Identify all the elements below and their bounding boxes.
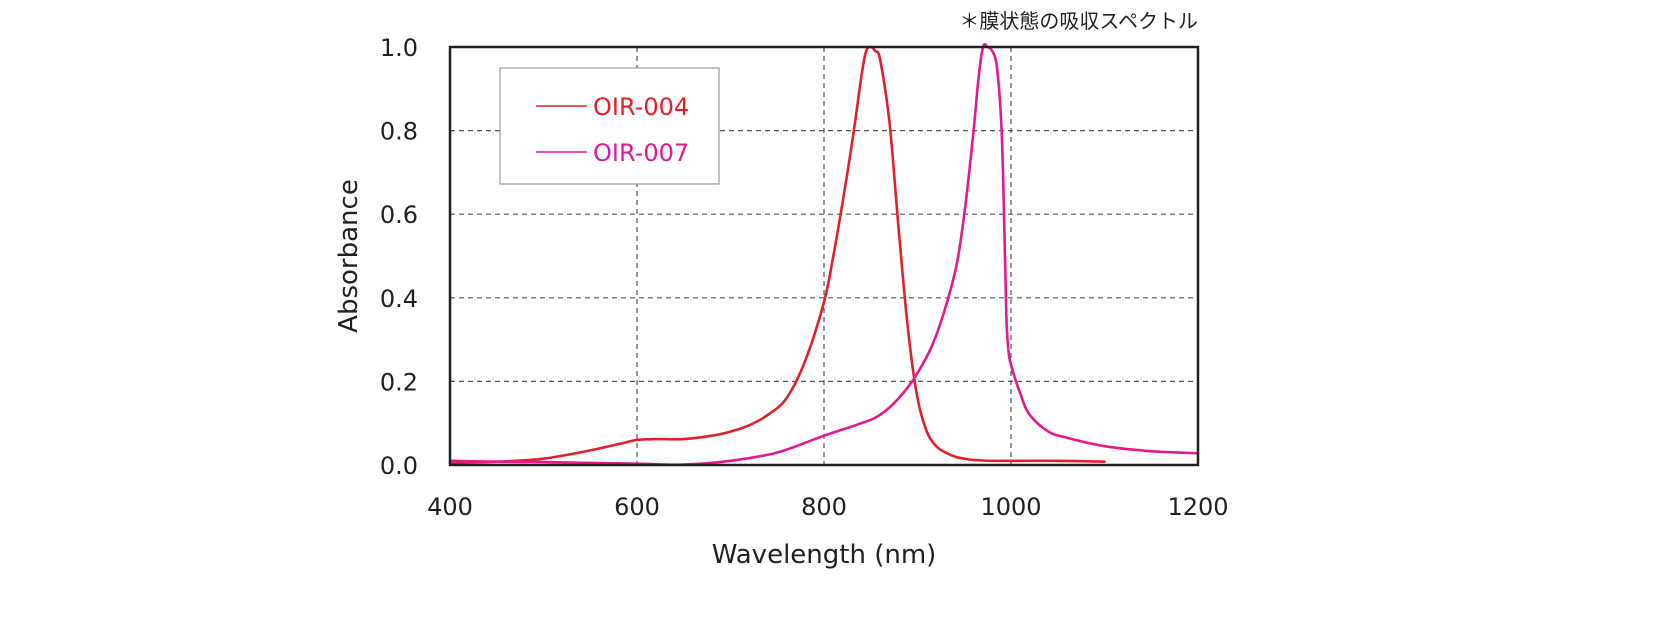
y-tick-label: 0.8 bbox=[380, 118, 418, 146]
x-tick-label: 1000 bbox=[980, 493, 1041, 521]
y-tick-label: 0.6 bbox=[380, 201, 418, 229]
y-tick-label: 0.0 bbox=[380, 452, 418, 480]
y-tick-label: 0.4 bbox=[380, 285, 418, 313]
y-tick-labels: 0.0 0.2 0.4 0.6 0.8 1.0 bbox=[380, 34, 418, 480]
x-axis-title: Wavelength (nm) bbox=[712, 540, 937, 570]
series-lines bbox=[448, 43, 1200, 467]
plot-frame bbox=[448, 45, 1200, 467]
series-line-oir-007 bbox=[448, 43, 1200, 467]
y-tick-label: 0.2 bbox=[380, 368, 418, 396]
spectrum-note: ＊膜状態の吸収スペクトル bbox=[959, 9, 1198, 33]
x-tick-label: 600 bbox=[614, 493, 660, 521]
x-tick-label: 1200 bbox=[1167, 493, 1228, 521]
legend: OIR-004 OIR-007 bbox=[499, 67, 720, 185]
y-axis-title: Absorbance bbox=[334, 179, 364, 333]
legend-box bbox=[499, 67, 720, 185]
x-tick-label: 800 bbox=[801, 493, 847, 521]
legend-label-oir-007: OIR-007 bbox=[593, 139, 689, 167]
legend-label-oir-004: OIR-004 bbox=[593, 93, 689, 121]
x-tick-labels: 400 600 800 1000 1200 bbox=[427, 493, 1228, 521]
y-tick-label: 1.0 bbox=[380, 34, 418, 62]
x-tick-label: 400 bbox=[427, 493, 473, 521]
series-line-oir-004 bbox=[448, 45, 1106, 465]
